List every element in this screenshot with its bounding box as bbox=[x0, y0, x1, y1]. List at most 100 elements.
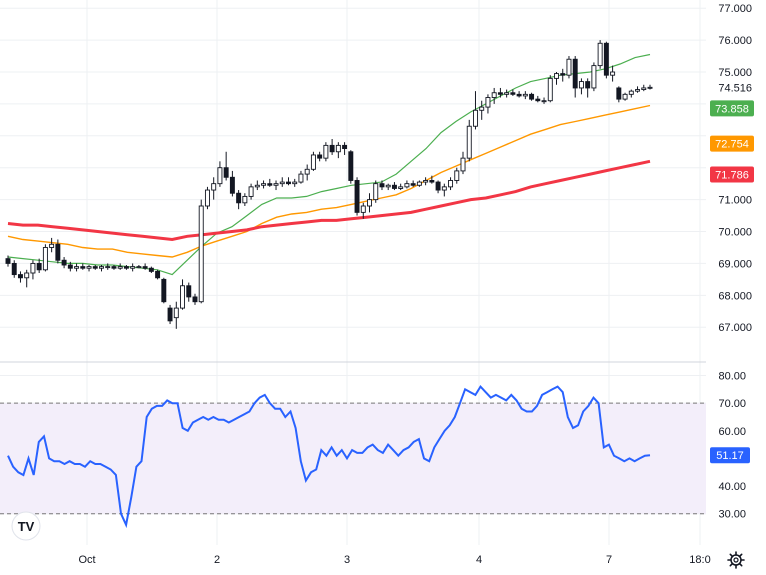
candle bbox=[242, 193, 248, 206]
time-tick-label: Oct bbox=[78, 554, 95, 566]
candle-body bbox=[161, 278, 167, 303]
candle-body bbox=[204, 189, 210, 207]
moving-average-1 bbox=[7, 53, 651, 276]
ma-value-badge: 72.754 bbox=[710, 135, 754, 152]
candle bbox=[161, 277, 167, 304]
candle bbox=[572, 56, 578, 98]
candle-body bbox=[273, 183, 279, 186]
candle bbox=[510, 89, 516, 96]
candle bbox=[61, 257, 67, 269]
candle-body bbox=[566, 58, 572, 76]
time-tick-label: 2 bbox=[214, 554, 220, 566]
candle bbox=[24, 269, 30, 288]
candle-body bbox=[385, 184, 391, 188]
candle-body bbox=[454, 170, 460, 181]
ma-value-badge: 71.786 bbox=[710, 166, 754, 183]
candle-body bbox=[510, 92, 516, 95]
candle-body bbox=[42, 247, 48, 271]
candle-body bbox=[635, 89, 641, 92]
price-tick-label: 76.000 bbox=[718, 35, 752, 47]
candle-body bbox=[99, 266, 104, 269]
candle-body bbox=[74, 266, 80, 269]
candle bbox=[304, 164, 310, 181]
candle bbox=[616, 86, 622, 103]
candle-body bbox=[360, 205, 366, 213]
candle bbox=[635, 86, 641, 93]
candle bbox=[86, 265, 92, 272]
candle bbox=[504, 89, 510, 98]
candle bbox=[286, 177, 291, 186]
candle bbox=[373, 180, 379, 203]
candle-body bbox=[610, 71, 616, 76]
candle-body bbox=[24, 272, 30, 279]
candle-body bbox=[585, 81, 591, 89]
candle-body bbox=[242, 195, 248, 204]
candle-body bbox=[497, 92, 503, 95]
candle bbox=[628, 89, 634, 98]
candle bbox=[36, 258, 42, 273]
gear-icon[interactable] bbox=[727, 551, 745, 569]
candle bbox=[267, 178, 273, 187]
candle-body bbox=[616, 87, 622, 100]
candle-body bbox=[148, 267, 154, 272]
candle bbox=[236, 190, 242, 210]
candle bbox=[130, 263, 136, 272]
candle bbox=[441, 183, 447, 197]
candle-body bbox=[597, 42, 603, 67]
candle bbox=[578, 78, 584, 95]
candle-body bbox=[641, 87, 647, 90]
candle bbox=[204, 186, 210, 210]
candle bbox=[49, 237, 55, 253]
candle bbox=[111, 265, 117, 270]
candle bbox=[279, 177, 285, 187]
candle bbox=[566, 56, 572, 79]
badge-background bbox=[710, 447, 750, 464]
moving-averages bbox=[7, 53, 651, 276]
moving-average-2 bbox=[7, 104, 651, 258]
ma-value-badge: 73.858 bbox=[710, 100, 754, 117]
time-axis[interactable]: Oct 2 3 4 7 18:0 bbox=[78, 554, 710, 566]
candle-body bbox=[529, 93, 535, 100]
candle-body bbox=[17, 274, 23, 279]
candle bbox=[522, 91, 528, 100]
candle bbox=[136, 265, 142, 269]
candle-body bbox=[435, 181, 441, 191]
logo-text: TV bbox=[18, 519, 35, 534]
candle bbox=[541, 97, 547, 104]
candle bbox=[435, 180, 441, 194]
price-tick-label: 67.000 bbox=[718, 322, 752, 334]
candle-body bbox=[541, 100, 547, 103]
candle bbox=[42, 244, 48, 272]
candle bbox=[335, 142, 341, 159]
candle-body bbox=[92, 266, 98, 269]
candle bbox=[17, 271, 23, 283]
candle-body bbox=[186, 285, 192, 298]
candle-body bbox=[292, 181, 298, 185]
moving-average-3 bbox=[7, 159, 651, 242]
price-axis[interactable]: 77.000 76.000 75.000 74.516 71.000 70.000 69.0… bbox=[718, 3, 752, 334]
candle bbox=[416, 180, 422, 187]
candle-body bbox=[317, 154, 323, 159]
candle-body bbox=[348, 151, 354, 181]
price-tick-label: 75.000 bbox=[718, 67, 752, 79]
candle-body bbox=[391, 184, 397, 189]
candle-body bbox=[180, 285, 186, 309]
candle-body bbox=[30, 262, 36, 274]
tradingview-logo[interactable]: TV bbox=[11, 511, 41, 541]
candle bbox=[535, 95, 541, 103]
candle bbox=[223, 151, 229, 181]
candle bbox=[398, 183, 404, 191]
candle bbox=[167, 304, 173, 325]
candle bbox=[74, 263, 80, 272]
candle bbox=[142, 263, 148, 270]
candle bbox=[410, 180, 416, 187]
candle-body bbox=[622, 93, 628, 100]
candle-body bbox=[491, 92, 497, 98]
candle-body bbox=[329, 144, 335, 153]
candle bbox=[105, 263, 111, 270]
candle-body bbox=[123, 266, 129, 269]
candle-body bbox=[516, 93, 522, 97]
badge-label: 73.858 bbox=[715, 103, 749, 115]
badge-label: 72.754 bbox=[715, 139, 749, 151]
